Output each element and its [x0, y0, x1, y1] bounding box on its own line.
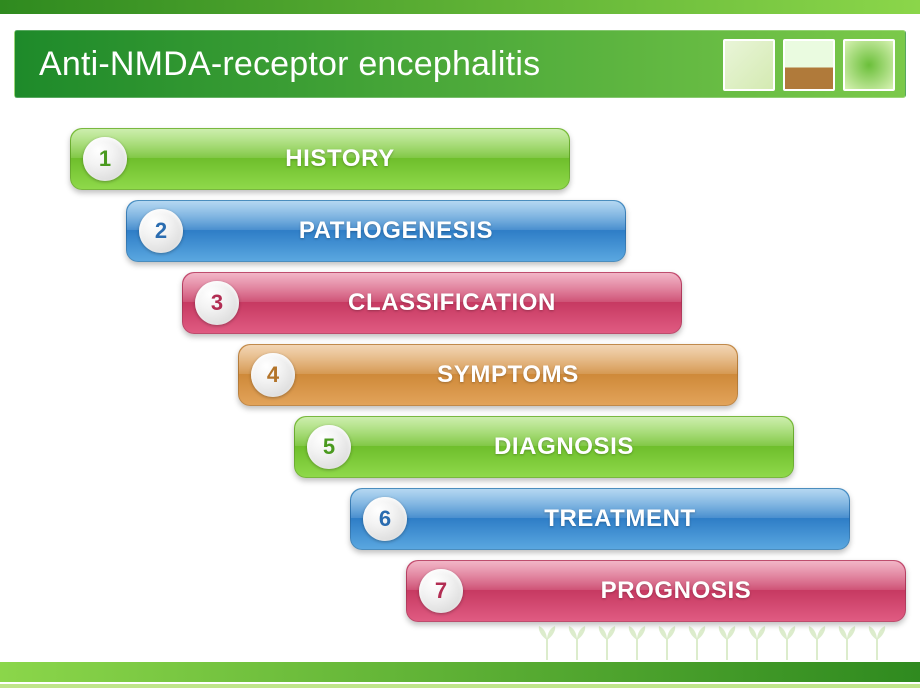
sprout-icon [774, 624, 800, 660]
sprout-icon [834, 624, 860, 660]
topic-item-diagnosis[interactable]: 5DIAGNOSIS [294, 416, 794, 478]
topic-item-treatment[interactable]: 6TREATMENT [350, 488, 850, 550]
sprout-icon [654, 624, 680, 660]
topic-label: PATHOGENESIS [127, 201, 625, 261]
sprout-icon [864, 624, 890, 660]
footer-stripe [0, 684, 920, 688]
thumb-blank [723, 39, 775, 91]
footer-bar [0, 662, 920, 682]
sprout-icon [534, 624, 560, 660]
topic-label: PROGNOSIS [407, 561, 905, 621]
topic-item-classification[interactable]: 3CLASSIFICATION [182, 272, 682, 334]
topic-label: HISTORY [71, 129, 569, 189]
sprout-icon [744, 624, 770, 660]
sprout-icon [714, 624, 740, 660]
title-thumbnails [723, 39, 895, 91]
sprout-icon [564, 624, 590, 660]
topic-item-prognosis[interactable]: 7PROGNOSIS [406, 560, 906, 622]
thumb-sprout [783, 39, 835, 91]
footer-sprout-row [534, 624, 890, 660]
topic-item-history[interactable]: 1HISTORY [70, 128, 570, 190]
topic-item-symptoms[interactable]: 4SYMPTOMS [238, 344, 738, 406]
sprout-icon [804, 624, 830, 660]
slide: Anti-NMDA-receptor encephalitis 1HISTORY… [0, 0, 920, 690]
title-bar: Anti-NMDA-receptor encephalitis [14, 30, 906, 98]
sprout-icon [624, 624, 650, 660]
topic-label: CLASSIFICATION [183, 273, 681, 333]
sprout-icon [684, 624, 710, 660]
topic-item-pathogenesis[interactable]: 2PATHOGENESIS [126, 200, 626, 262]
page-title: Anti-NMDA-receptor encephalitis [15, 45, 540, 84]
topic-label: SYMPTOMS [239, 345, 737, 405]
topic-label: DIAGNOSIS [295, 417, 793, 477]
thumb-leaves [843, 39, 895, 91]
sprout-icon [594, 624, 620, 660]
topic-label: TREATMENT [351, 489, 849, 549]
top-stripe [0, 0, 920, 14]
topic-list: 1HISTORY 2PATHOGENESIS 3CLASSIFICATION 4SYM… [70, 128, 906, 632]
